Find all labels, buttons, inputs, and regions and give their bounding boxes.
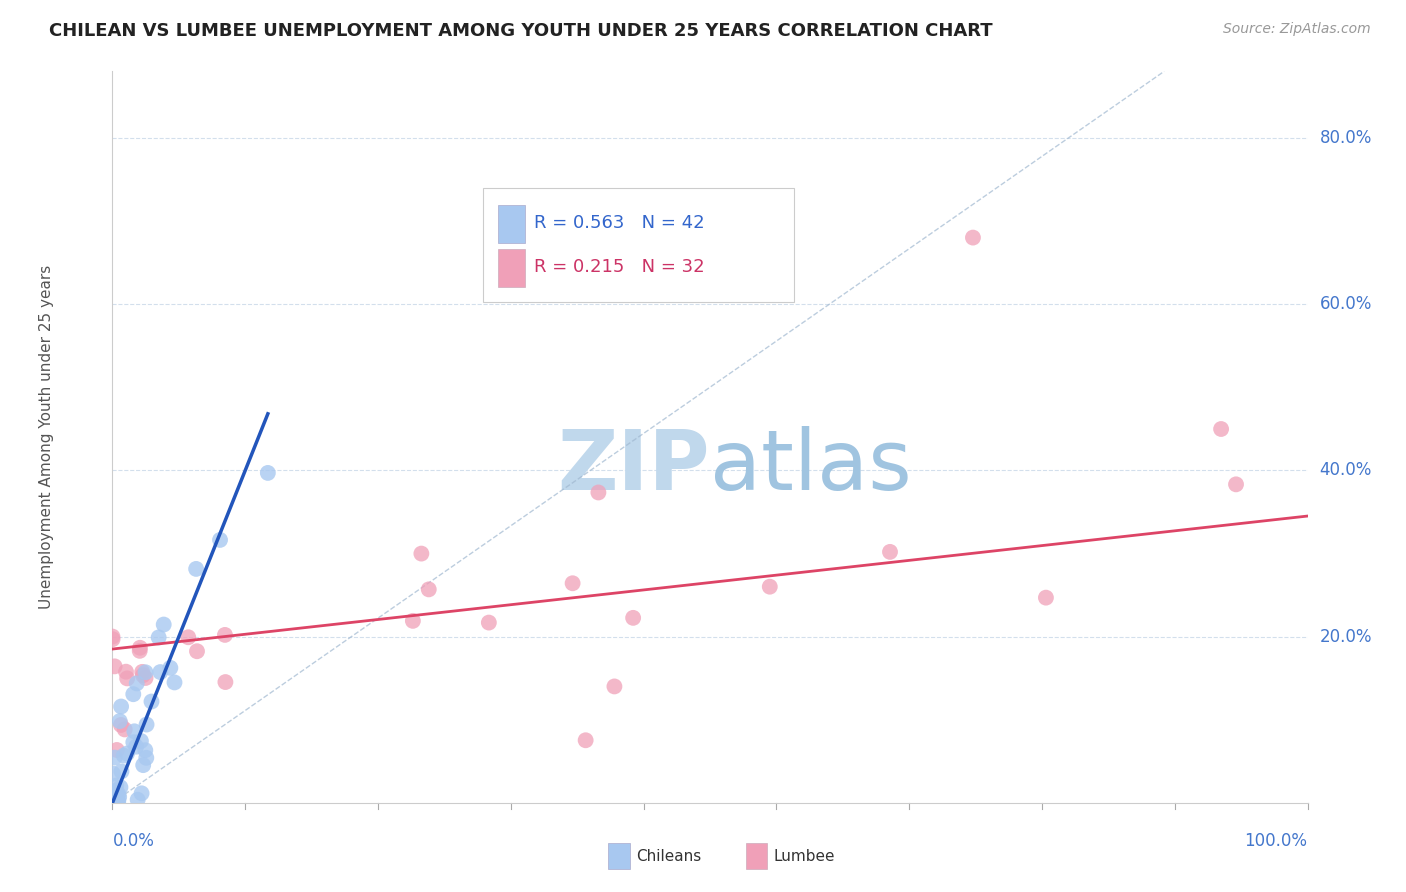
Point	[114, 723, 136, 737]
Point	[209, 533, 232, 547]
Point	[621, 611, 644, 625]
Point	[104, 783, 127, 797]
Point	[411, 547, 433, 561]
Point	[125, 739, 148, 754]
Text: Lumbee: Lumbee	[773, 848, 835, 863]
Point	[112, 748, 135, 763]
Point	[134, 743, 156, 757]
Point	[186, 562, 208, 576]
Point	[110, 718, 132, 732]
Point	[141, 694, 163, 708]
Text: 0.0%: 0.0%	[112, 832, 155, 850]
Text: Chileans: Chileans	[636, 848, 702, 863]
Point	[122, 735, 145, 749]
Bar	[499, 205, 524, 244]
Text: 20.0%: 20.0%	[1320, 628, 1372, 646]
Text: 100.0%: 100.0%	[1244, 832, 1308, 850]
Point	[257, 466, 280, 480]
Text: 60.0%: 60.0%	[1320, 295, 1372, 313]
Point	[132, 668, 155, 682]
Text: atlas: atlas	[710, 425, 911, 507]
Text: 80.0%: 80.0%	[1320, 128, 1372, 147]
Point	[105, 743, 128, 757]
Point	[101, 796, 124, 810]
Point	[108, 714, 131, 728]
Text: ZIP: ZIP	[558, 425, 710, 507]
Point	[135, 717, 157, 731]
Point	[575, 733, 598, 747]
Point	[110, 699, 132, 714]
Text: R = 0.563   N = 42: R = 0.563 N = 42	[534, 214, 704, 233]
Point	[127, 793, 149, 807]
Point	[129, 734, 152, 748]
Point	[104, 750, 127, 764]
Point	[759, 580, 782, 594]
Point	[135, 665, 157, 680]
Point	[101, 796, 124, 810]
Bar	[499, 249, 524, 287]
Point	[588, 485, 610, 500]
Point	[186, 644, 208, 658]
Point	[148, 631, 170, 645]
Point	[128, 644, 150, 658]
Point	[103, 796, 125, 810]
Point	[104, 659, 127, 673]
Point	[101, 796, 124, 810]
Point	[131, 786, 153, 800]
Point	[1225, 477, 1247, 491]
Point	[110, 764, 132, 779]
Text: Source: ZipAtlas.com: Source: ZipAtlas.com	[1223, 22, 1371, 37]
Point	[107, 794, 129, 808]
Point	[152, 617, 174, 632]
Point	[105, 779, 128, 793]
Point	[105, 796, 128, 810]
Point	[214, 675, 236, 690]
Point	[101, 630, 124, 644]
Point	[1209, 422, 1232, 436]
Point	[125, 676, 148, 690]
Text: 40.0%: 40.0%	[1320, 461, 1372, 479]
Point	[132, 758, 155, 772]
Point	[177, 630, 200, 644]
FancyBboxPatch shape	[484, 188, 794, 301]
Point	[962, 230, 984, 244]
Point	[159, 661, 181, 675]
Point	[1035, 591, 1057, 605]
Text: CHILEAN VS LUMBEE UNEMPLOYMENT AMONG YOUTH UNDER 25 YEARS CORRELATION CHART: CHILEAN VS LUMBEE UNEMPLOYMENT AMONG YOU…	[49, 22, 993, 40]
Point	[129, 640, 152, 655]
Bar	[747, 843, 768, 869]
Point	[115, 665, 138, 679]
Point	[603, 680, 626, 694]
Point	[110, 780, 132, 795]
Point	[478, 615, 501, 630]
Point	[135, 671, 157, 685]
Point	[101, 766, 124, 780]
Point	[418, 582, 440, 597]
Point	[131, 665, 153, 679]
Text: Unemployment Among Youth under 25 years: Unemployment Among Youth under 25 years	[39, 265, 55, 609]
Point	[122, 687, 145, 701]
Point	[879, 545, 901, 559]
Text: R = 0.215   N = 32: R = 0.215 N = 32	[534, 259, 704, 277]
Point	[214, 628, 236, 642]
Point	[149, 665, 172, 679]
Point	[101, 632, 124, 647]
Point	[115, 672, 138, 686]
Point	[104, 796, 127, 810]
Point	[135, 751, 157, 765]
Point	[402, 614, 425, 628]
Point	[115, 747, 138, 761]
Bar	[609, 843, 630, 869]
Point	[561, 576, 583, 591]
Point	[163, 675, 186, 690]
Point	[107, 794, 129, 808]
Point	[107, 787, 129, 801]
Point	[124, 724, 146, 739]
Point	[108, 790, 131, 805]
